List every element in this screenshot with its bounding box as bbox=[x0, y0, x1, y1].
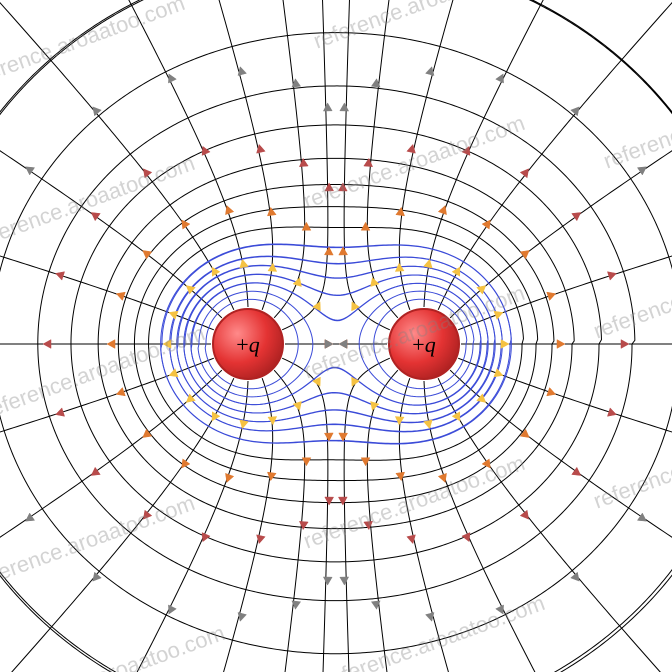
field-arrow bbox=[572, 467, 581, 475]
field-arrow bbox=[238, 67, 247, 76]
equipotential-group bbox=[0, 0, 672, 672]
field-arrow bbox=[462, 533, 470, 542]
field-arrow bbox=[91, 467, 100, 475]
field-arrow bbox=[302, 458, 311, 466]
field-arrow bbox=[621, 340, 629, 349]
field-arrow bbox=[107, 340, 115, 349]
field-arrow bbox=[302, 222, 311, 230]
field-arrow bbox=[496, 605, 504, 614]
field-arrow bbox=[268, 263, 277, 271]
charge-label-q2: +q bbox=[412, 332, 435, 357]
field-arrow bbox=[501, 340, 509, 349]
field-line bbox=[0, 358, 214, 451]
field-arrow bbox=[361, 222, 370, 230]
field-arrow bbox=[607, 408, 616, 416]
field-arrow bbox=[202, 533, 210, 542]
field-arrow bbox=[143, 250, 152, 258]
field-diagram-svg: +q +q bbox=[0, 0, 672, 672]
field-arrow bbox=[168, 74, 176, 83]
field-arrow bbox=[267, 472, 276, 481]
field-arrow bbox=[547, 292, 556, 300]
field-arrow bbox=[396, 472, 405, 481]
field-line bbox=[367, 370, 398, 672]
field-line bbox=[282, 358, 328, 672]
field-arrow bbox=[325, 340, 333, 349]
field-arrow bbox=[340, 577, 349, 585]
field-arrow bbox=[240, 259, 249, 268]
field-arrow bbox=[396, 207, 405, 216]
field-line bbox=[344, 358, 390, 672]
field-arrow bbox=[395, 417, 404, 425]
field-arrow bbox=[323, 577, 332, 585]
field-arrow bbox=[371, 401, 379, 410]
field-arrow bbox=[91, 212, 100, 220]
field-line bbox=[202, 0, 273, 310]
field-arrow bbox=[163, 340, 171, 349]
field-arrow bbox=[424, 259, 433, 268]
field-arrow bbox=[572, 212, 581, 220]
field-arrow bbox=[557, 340, 565, 349]
field-arrow bbox=[323, 103, 332, 111]
field-arrow bbox=[168, 605, 176, 614]
charge-label-q1: +q bbox=[236, 332, 259, 357]
field-arrow bbox=[547, 388, 556, 396]
field-arrow bbox=[56, 408, 65, 416]
field-arrow bbox=[426, 612, 435, 621]
field-line bbox=[438, 0, 672, 310]
field-arrow bbox=[339, 340, 347, 349]
field-arrow bbox=[56, 272, 65, 280]
field-arrow bbox=[43, 340, 51, 349]
field-arrow bbox=[238, 612, 247, 621]
field-arrow bbox=[116, 292, 125, 300]
field-line bbox=[105, 381, 248, 672]
field-arrow bbox=[520, 250, 529, 258]
field-arrow bbox=[361, 458, 370, 466]
field-arrow bbox=[325, 497, 334, 505]
equipotential-line bbox=[38, 86, 635, 601]
field-arrow bbox=[116, 388, 125, 396]
field-arrow bbox=[607, 272, 616, 280]
field-arrow bbox=[225, 206, 233, 215]
field-arrow bbox=[438, 206, 446, 215]
field-line bbox=[458, 237, 672, 330]
field-arrow bbox=[338, 497, 347, 505]
field-arrow bbox=[225, 473, 233, 482]
field-line bbox=[274, 0, 305, 318]
field-line bbox=[0, 0, 234, 310]
field-arrow bbox=[424, 420, 433, 429]
field-line bbox=[0, 378, 234, 672]
diagram-stage: +q+q reference.aroaatoo.comreference.aro… bbox=[0, 0, 672, 672]
field-arrow bbox=[438, 473, 446, 482]
field-arrow bbox=[202, 146, 210, 155]
field-arrow bbox=[293, 278, 301, 287]
field-line bbox=[438, 378, 672, 672]
field-arrow bbox=[324, 247, 333, 255]
field-arrow bbox=[426, 67, 435, 76]
field-arrow bbox=[462, 146, 470, 155]
field-arrow bbox=[496, 74, 504, 83]
field-arrow bbox=[240, 420, 249, 429]
field-arrow bbox=[340, 103, 349, 111]
field-line bbox=[399, 0, 470, 310]
field-arrow bbox=[339, 433, 348, 441]
equipotential-line bbox=[0, 33, 672, 654]
